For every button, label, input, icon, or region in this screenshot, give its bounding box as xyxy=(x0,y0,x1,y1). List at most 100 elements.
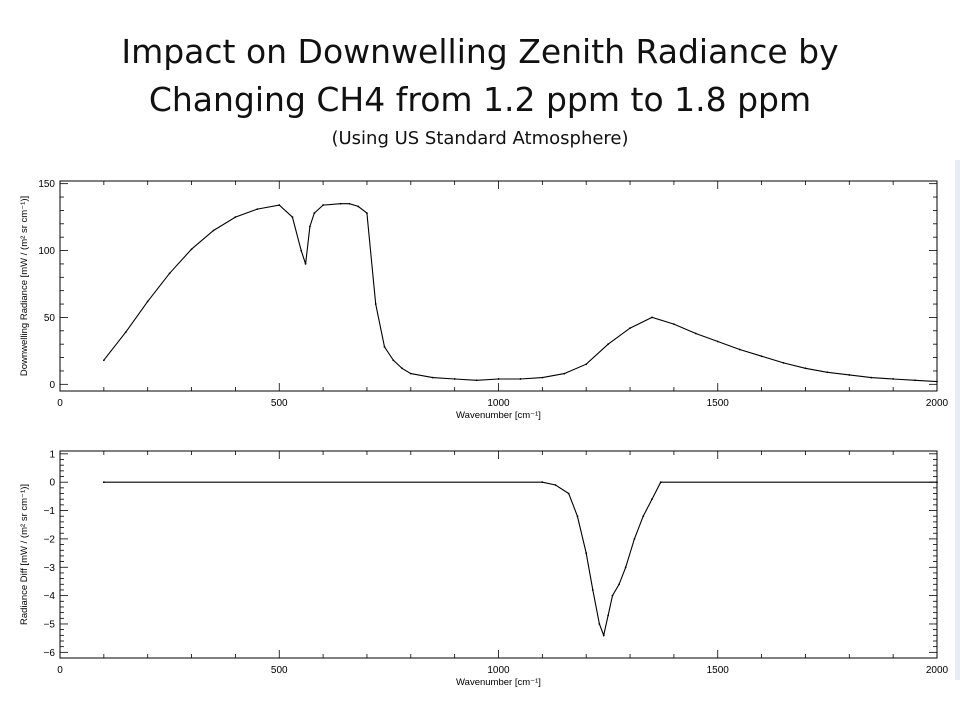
data-point xyxy=(146,300,149,303)
y-tick-label: −4 xyxy=(44,591,56,602)
x-tick-label: 2000 xyxy=(926,398,949,409)
data-point xyxy=(870,376,873,379)
data-point xyxy=(554,484,557,486)
data-point xyxy=(585,363,588,366)
y-axis-label: Downwelling Radiance [mW / (m² sr cm⁻¹)] xyxy=(19,196,30,376)
y-tick-label: 50 xyxy=(44,313,56,324)
x-tick-label: 1500 xyxy=(707,665,730,676)
data-point xyxy=(256,208,259,210)
data-point xyxy=(309,225,311,228)
y-tick-label: −3 xyxy=(44,563,56,574)
data-point xyxy=(453,378,456,380)
data-point xyxy=(519,378,522,380)
data-point xyxy=(102,359,105,362)
data-point xyxy=(366,212,368,215)
data-point xyxy=(541,376,544,379)
y-tick-label: −2 xyxy=(44,534,56,545)
y-tick-label: 100 xyxy=(38,246,55,257)
chart-title-line-1: Impact on Downwelling Zenith Radiance by xyxy=(121,32,839,71)
chart-subtitle: (Using US Standard Atmosphere) xyxy=(331,128,629,149)
data-point xyxy=(401,367,403,370)
data-point xyxy=(716,340,719,343)
data-point xyxy=(694,332,697,335)
data-point xyxy=(431,376,434,379)
data-point xyxy=(313,212,316,215)
data-point xyxy=(659,481,662,484)
y-tick-label: −6 xyxy=(44,648,56,659)
data-point xyxy=(936,380,938,383)
y-tick-label: −5 xyxy=(44,619,56,630)
data-point xyxy=(541,481,544,484)
data-point xyxy=(892,378,895,380)
data-point xyxy=(563,372,566,375)
x-tick-label: 0 xyxy=(57,398,63,409)
y-tick-label: 1 xyxy=(49,449,55,460)
x-tick-label: 2000 xyxy=(926,665,949,676)
data-point xyxy=(618,583,620,586)
data-point xyxy=(234,216,237,219)
data-point xyxy=(804,367,807,370)
data-point xyxy=(591,589,594,591)
data-point xyxy=(598,623,601,625)
data-point xyxy=(651,316,653,319)
data-point xyxy=(497,378,500,380)
data-point xyxy=(300,249,303,252)
data-point xyxy=(602,634,605,637)
data-point xyxy=(760,355,763,358)
data-point xyxy=(782,362,785,364)
y-tick-label: −1 xyxy=(44,506,56,517)
data-point xyxy=(624,566,627,569)
series-line-0 xyxy=(103,203,938,383)
data-point xyxy=(914,379,916,382)
y-tick-label: 0 xyxy=(49,478,55,489)
edge-strip xyxy=(955,160,960,680)
data-point xyxy=(848,374,851,376)
data-point xyxy=(475,379,478,382)
x-tick-label: 0 xyxy=(57,665,63,676)
series-line-0 xyxy=(103,481,937,638)
data-point xyxy=(102,481,105,484)
x-tick-label: 1500 xyxy=(707,398,730,409)
data-point xyxy=(291,216,294,219)
data-point xyxy=(409,372,412,375)
x-axis-label: Wavenumber [cm⁻¹] xyxy=(456,677,541,688)
data-point xyxy=(392,359,395,362)
data-point xyxy=(383,345,386,348)
data-point xyxy=(826,371,829,374)
data-point xyxy=(738,348,741,351)
data-point xyxy=(304,263,307,265)
x-tick-label: 500 xyxy=(271,665,288,676)
data-point xyxy=(357,205,360,208)
data-point xyxy=(673,323,675,326)
data-point xyxy=(190,248,193,251)
data-point xyxy=(642,515,645,518)
data-point xyxy=(585,552,588,554)
chart-top: 0 500 1000 1500 2000 0 50 100 150 Wavenumber [cm⁻… xyxy=(19,179,949,421)
data-point xyxy=(567,492,570,495)
data-point xyxy=(607,614,610,617)
data-point xyxy=(339,202,342,205)
plot-frame xyxy=(59,180,938,392)
data-point xyxy=(651,498,653,501)
data-point xyxy=(212,229,215,232)
x-axis-label: Wavenumber [cm⁻¹] xyxy=(456,410,541,421)
data-point xyxy=(348,202,351,205)
x-tick-label: 500 xyxy=(271,398,288,409)
data-point xyxy=(124,331,127,334)
y-tick-label: 0 xyxy=(49,380,55,391)
chart-title-line-2: Changing CH4 from 1.2 ppm to 1.8 ppm xyxy=(148,80,812,119)
data-point xyxy=(936,481,938,484)
data-point xyxy=(607,343,610,346)
data-point xyxy=(633,538,636,540)
x-tick-label: 1000 xyxy=(487,665,510,676)
data-point xyxy=(374,303,377,305)
y-axis-label: Radiance Diff [mW / (m² sr cm⁻¹)] xyxy=(19,484,30,625)
x-tick-label: 1000 xyxy=(487,398,510,409)
chart-bottom: 0 500 1000 1500 2000 1 0 −1 −2 −3 −4 −5 −6 Wavenumber… xyxy=(19,449,949,688)
data-point xyxy=(168,272,171,275)
data-point xyxy=(322,204,324,206)
data-point xyxy=(278,204,281,206)
data-point xyxy=(576,515,579,518)
y-tick-label: 150 xyxy=(38,179,55,190)
